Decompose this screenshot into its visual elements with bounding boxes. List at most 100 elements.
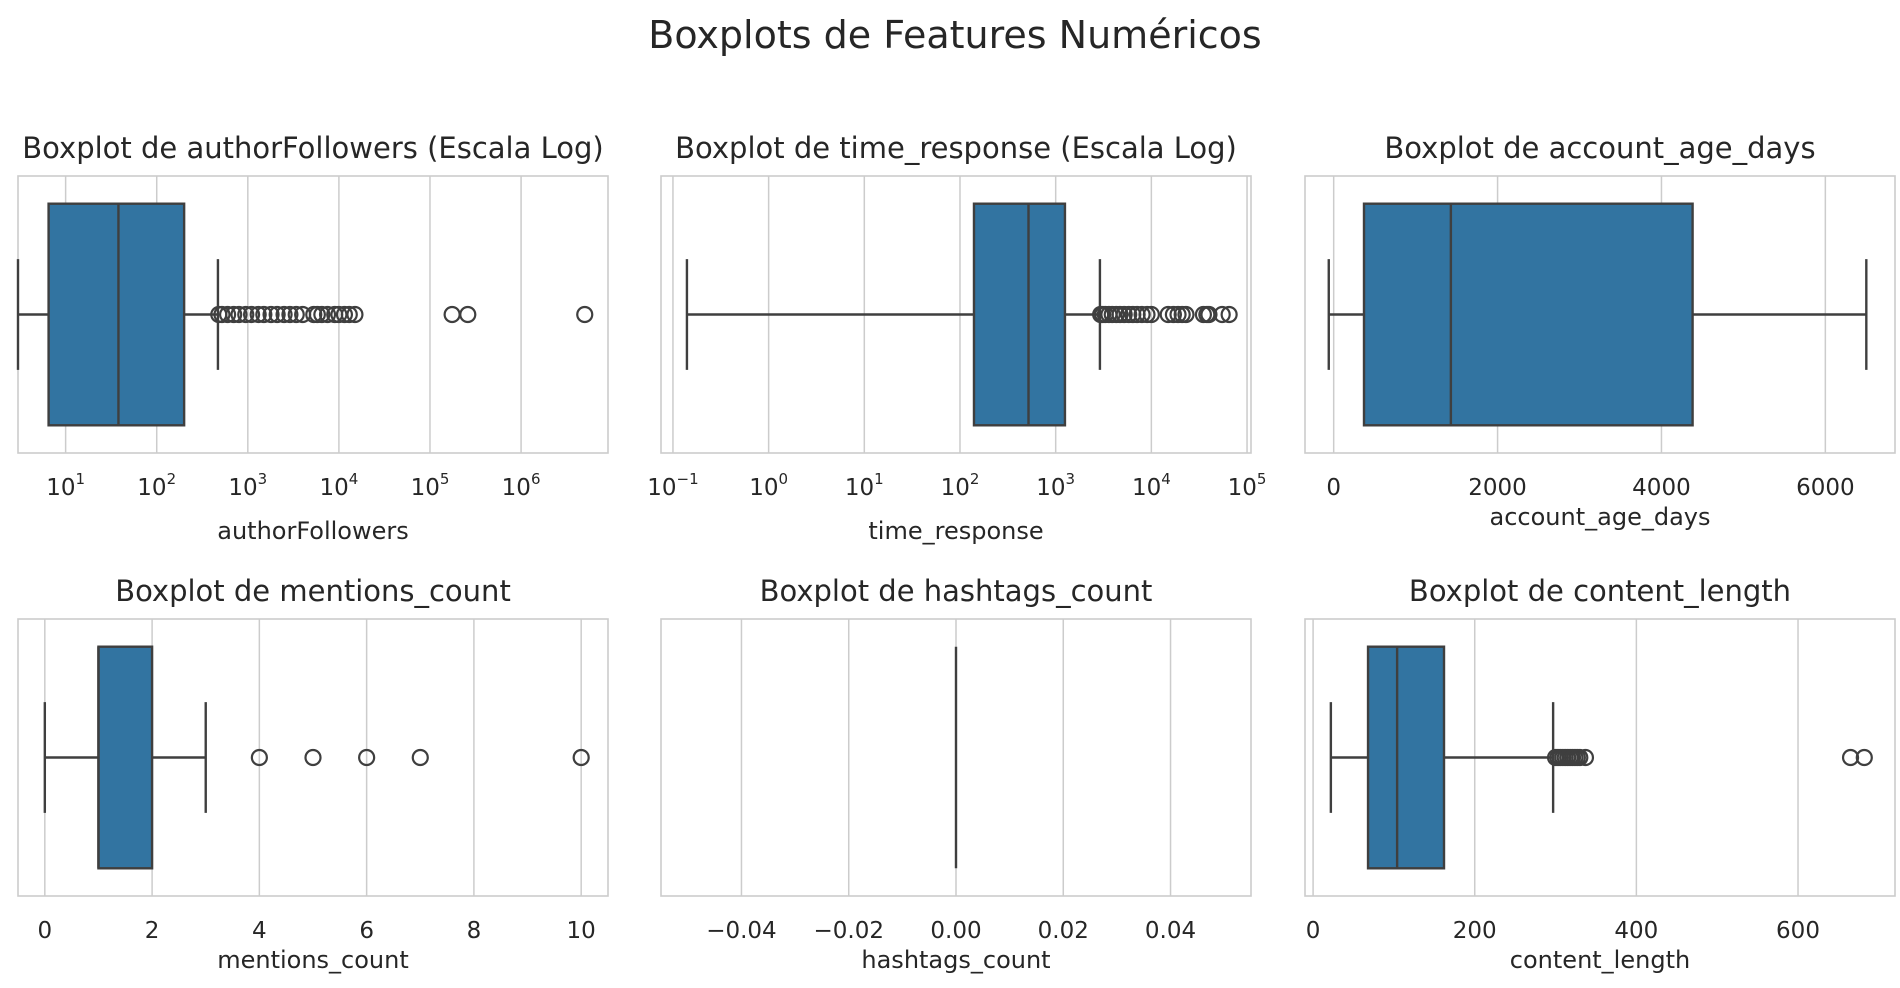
subplot-title: Boxplot de hashtags_count xyxy=(760,574,1153,608)
outlier-point xyxy=(242,305,261,324)
x-axis-label: account_age_days xyxy=(1490,503,1711,531)
x-axis-label: time_response xyxy=(868,517,1043,545)
x-tick-label: 8 xyxy=(467,918,482,944)
outlier-point xyxy=(346,305,364,324)
x-tick-label: 10 xyxy=(567,918,596,944)
outlier-point xyxy=(1213,305,1231,324)
x-tick-label: 0 xyxy=(37,918,52,944)
tick-exponent: 0 xyxy=(779,470,789,488)
outlier-point xyxy=(1164,305,1183,324)
outlier-point xyxy=(1138,305,1156,324)
figure-title: Boxplots de Features Numéricos xyxy=(648,13,1261,57)
tick-base: 10 xyxy=(1132,475,1161,501)
outlier-point xyxy=(225,305,243,324)
tick-exponent: 4 xyxy=(349,470,359,488)
outlier-point xyxy=(1841,748,1860,767)
tick-exponent: 6 xyxy=(531,470,541,488)
tick-base: 10 xyxy=(46,475,75,501)
tick-base: 10 xyxy=(647,475,676,501)
tick-exponent: 5 xyxy=(1257,470,1267,488)
tick-exponent: 1 xyxy=(75,470,85,488)
subplot-title: Boxplot de time_response (Escala Log) xyxy=(675,131,1237,165)
tick-exponent: 3 xyxy=(258,470,268,488)
outlier-point xyxy=(213,305,231,324)
x-tick-label: 0 xyxy=(1306,918,1321,944)
outlier-point xyxy=(268,305,286,324)
box-iqr xyxy=(47,202,186,427)
box-iqr xyxy=(1362,202,1694,427)
x-tick-label: 10−1 xyxy=(647,470,698,501)
x-tick-label: 100 xyxy=(749,470,788,501)
outlier-point xyxy=(318,305,337,324)
outlier-point xyxy=(219,305,237,324)
tick-exponent: 2 xyxy=(970,470,980,488)
x-tick-label: 104 xyxy=(1132,470,1171,501)
tick-exponent: 5 xyxy=(440,470,450,488)
outlier-point xyxy=(572,748,590,767)
outlier-point xyxy=(275,305,293,324)
tick-base: 10 xyxy=(941,475,970,501)
subplot-title: Boxplot de mentions_count xyxy=(115,574,511,608)
boxplot-panel: 0 2 4 6 8 10 Boxplot de mentions_count mentions… xyxy=(17,574,609,974)
x-tick-label: 4 xyxy=(252,918,267,944)
x-tick-label: 2000 xyxy=(1468,475,1527,501)
x-tick-label: 4000 xyxy=(1632,475,1691,501)
outlier-point xyxy=(230,305,248,324)
outlier-point xyxy=(459,305,477,324)
x-tick-label: 6000 xyxy=(1796,475,1855,501)
x-tick-label: 0.02 xyxy=(1038,918,1089,944)
tick-exponent: 3 xyxy=(1066,470,1076,488)
outlier-point xyxy=(1571,748,1589,767)
x-tick-label: 104 xyxy=(319,470,358,501)
box-iqr xyxy=(97,645,154,870)
outlier-point xyxy=(335,305,354,324)
x-tick-label: 103 xyxy=(1036,470,1075,501)
tick-base: 10 xyxy=(411,475,440,501)
x-tick-label: 101 xyxy=(845,470,884,501)
outlier-point xyxy=(287,305,305,324)
x-tick-label: 2 xyxy=(145,918,160,944)
x-tick-label: −0.04 xyxy=(706,918,776,944)
outlier-point xyxy=(313,305,331,324)
boxplot-panel: 0 2000 4000 6000 Boxplot de account_age_days… xyxy=(1304,131,1896,531)
outlier-point xyxy=(411,748,429,767)
x-tick-label: 105 xyxy=(1228,470,1267,501)
tick-base: 10 xyxy=(502,475,531,501)
outlier-point xyxy=(1220,305,1238,324)
outlier-point xyxy=(1855,748,1873,767)
box-iqr xyxy=(972,202,1067,427)
tick-base: 10 xyxy=(137,475,166,501)
x-tick-label: 0.00 xyxy=(930,918,981,944)
outlier-point xyxy=(358,748,376,767)
outlier-point xyxy=(281,305,299,324)
x-tick-label: −0.02 xyxy=(813,918,883,944)
x-tick-label: 400 xyxy=(1614,918,1658,944)
outlier-point xyxy=(340,305,358,324)
tick-exponent: −1 xyxy=(677,470,699,488)
x-axis-label: mentions_count xyxy=(217,946,409,974)
x-tick-label: 6 xyxy=(359,918,374,944)
x-tick-label: 0.04 xyxy=(1145,918,1196,944)
x-axis-label: content_length xyxy=(1510,946,1690,974)
outlier-point xyxy=(1115,305,1133,324)
x-tick-label: 102 xyxy=(137,470,176,501)
x-tick-label: 101 xyxy=(46,470,85,501)
x-tick-label: 103 xyxy=(228,470,267,501)
x-tick-label: 600 xyxy=(1776,918,1820,944)
x-tick-label: 200 xyxy=(1453,918,1497,944)
box-iqr xyxy=(1366,645,1446,870)
outlier-point xyxy=(308,305,326,324)
tick-base: 10 xyxy=(1228,475,1257,501)
tick-exponent: 2 xyxy=(167,470,177,488)
x-axis-label: hashtags_count xyxy=(861,946,1050,974)
boxplot-panel: −0.04 −0.02 0.00 0.02 0.04 Boxplot de hashtag… xyxy=(660,574,1252,974)
subplot-title: Boxplot de content_length xyxy=(1409,574,1791,608)
tick-base: 10 xyxy=(749,475,778,501)
boxplot-panel: 0 200 400 600 Boxplot de content_lengthconte… xyxy=(1304,574,1896,974)
outlier-point xyxy=(262,305,280,324)
x-tick-label: 0 xyxy=(1326,475,1341,501)
x-axis-label: authorFollowers xyxy=(217,517,409,545)
